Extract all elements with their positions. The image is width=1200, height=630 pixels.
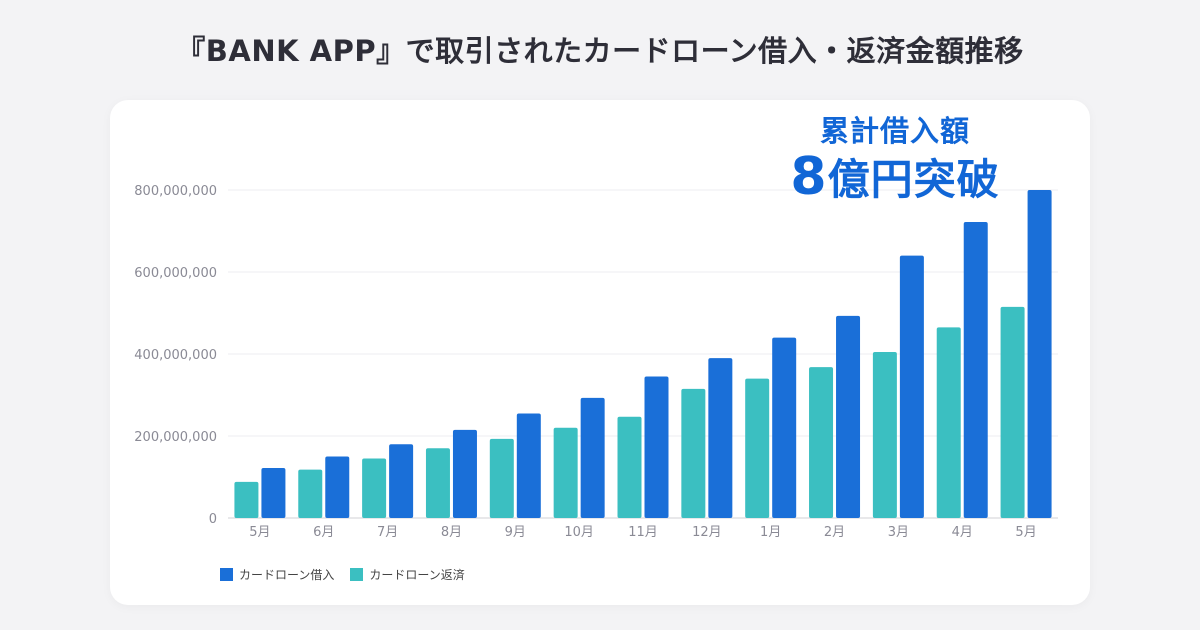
x-tick-label: 10月 [564,525,594,540]
callout-heading: 累計借入額 [819,114,970,148]
bar-repay[interactable] [425,448,450,518]
bar-borrow[interactable] [580,397,605,518]
bar-borrow[interactable] [963,221,988,519]
legend-item-borrow[interactable]: カードローン借入 [220,566,334,583]
y-tick-label: 600,000,000 [134,266,217,281]
legend-item-repay[interactable]: カードローン返済 [350,566,465,583]
bar-borrow[interactable] [708,358,733,518]
x-tick-label: 9月 [505,525,526,540]
bar-repay[interactable] [681,388,706,518]
chart-legend: カードローン借入 カードローン返済 [220,566,481,583]
bar-borrow[interactable] [772,337,797,518]
chart-card [110,100,1090,605]
bar-repay[interactable] [553,427,578,518]
bar-repay[interactable] [617,416,642,518]
page-title: 『BANK APP』で取引されたカードローン借入・返済金額推移 [176,34,1024,68]
bar-repay[interactable] [745,378,770,518]
bar-repay[interactable] [809,367,834,518]
bar-repay[interactable] [1000,306,1025,518]
y-tick-label: 800,000,000 [134,184,217,199]
bar-borrow[interactable] [644,376,669,518]
x-tick-label: 11月 [628,525,658,540]
bar-repay[interactable] [234,481,259,518]
bar-borrow[interactable] [516,413,541,518]
x-tick-label: 3月 [888,525,909,540]
bar-borrow[interactable] [261,467,286,518]
bar-borrow[interactable] [452,429,477,518]
bar-borrow[interactable] [1027,190,1052,518]
bar-borrow[interactable] [899,255,924,518]
bar-repay[interactable] [936,327,961,518]
x-tick-label: 8月 [441,525,462,540]
callout-number: 8 [790,147,828,207]
x-tick-label: 12月 [692,525,722,540]
x-tick-label: 1月 [760,525,781,540]
legend-swatch-borrow [220,568,233,581]
x-tick-label: 5月 [249,525,270,540]
callout-value: 8億円突破 [760,149,1030,208]
legend-label-borrow: カードローン借入 [239,568,335,582]
bar-repay[interactable] [489,438,514,518]
cumulative-callout: 累計借入額 8億円突破 [760,113,1030,208]
x-tick-label: 4月 [952,525,973,540]
y-tick-label: 200,000,000 [134,430,217,445]
x-tick-label: 7月 [377,525,398,540]
bar-borrow[interactable] [325,456,350,519]
bar-borrow[interactable] [389,444,414,518]
y-tick-label: 0 [209,512,217,527]
x-tick-label: 6月 [313,525,334,540]
bar-repay[interactable] [872,351,897,518]
legend-swatch-repay [350,568,364,581]
x-tick-label: 2月 [824,525,845,540]
legend-label-repay: カードローン返済 [369,568,465,582]
bar-repay[interactable] [298,469,323,518]
bar-borrow[interactable] [836,315,861,518]
bar-repay[interactable] [362,458,387,518]
x-tick-label: 5月 [1015,525,1036,540]
y-tick-label: 400,000,000 [134,348,217,363]
callout-unit: 億円突破 [827,155,1000,204]
